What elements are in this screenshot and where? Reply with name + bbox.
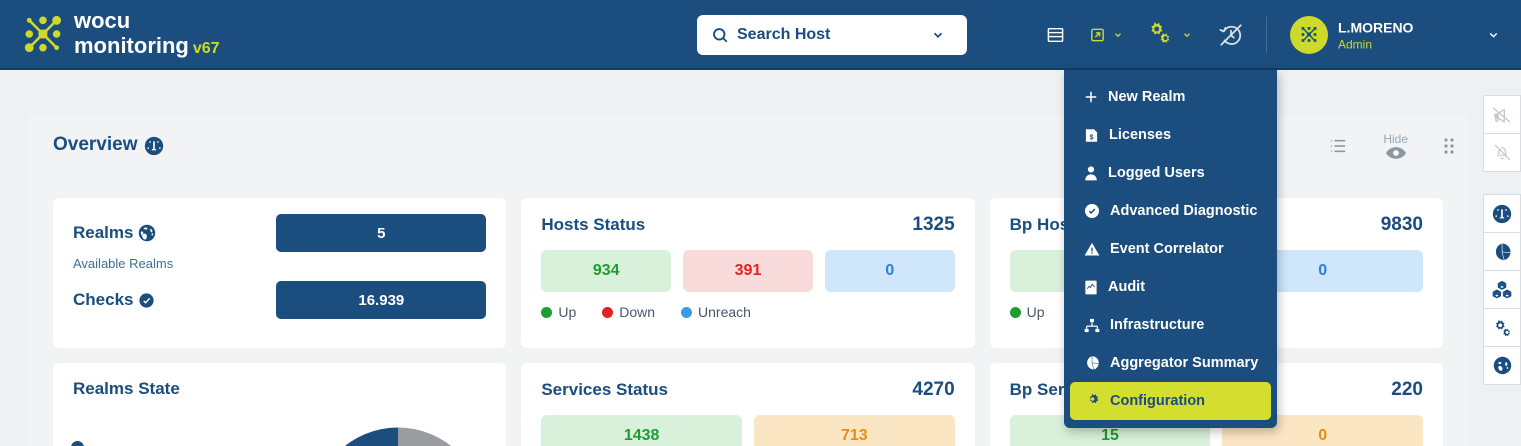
svg-text:$: $	[1090, 134, 1094, 141]
